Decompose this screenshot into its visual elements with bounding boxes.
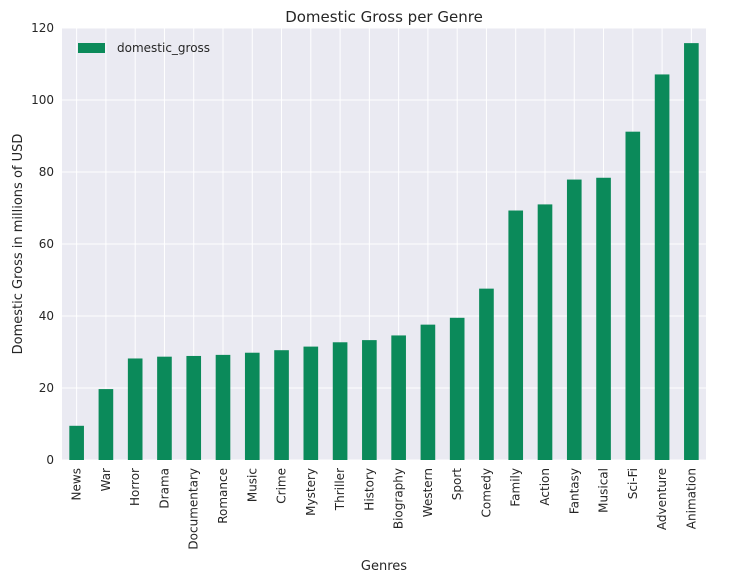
bar-documentary [186,355,202,460]
bar-action [537,204,553,460]
x-tick-label: Mystery [304,468,318,516]
bar-fantasy [566,179,582,460]
x-tick-label: News [70,468,84,500]
x-tick-label: Sci-Fi [626,468,640,499]
bar-romance [215,354,231,460]
bar-thriller [332,342,348,460]
y-tick-label: 20 [39,381,54,395]
x-tick-label: Romance [216,468,230,524]
chart-title: Domestic Gross per Genre [285,8,483,26]
legend-swatch [78,43,105,53]
x-tick-label: Comedy [479,468,493,518]
x-axis-label: Genres [361,559,407,574]
x-tick-label: Crime [275,468,289,504]
x-tick-label: War [99,468,113,491]
y-axis-label: Domestic Gross in millions of USD [11,134,26,355]
bar-news [69,425,84,460]
x-ticks: News War Horror Drama Documentary Romance Musi… [70,468,699,550]
bar-adventure [654,74,670,460]
legend: domestic_gross [78,41,210,55]
legend-label: domestic_gross [117,41,210,55]
y-tick-label: 0 [46,453,54,467]
bar-horror [127,358,143,460]
y-ticks: 0 20 40 60 80 100 120 [31,21,54,467]
bars [69,43,699,461]
x-tick-label: Drama [157,468,171,509]
bar-musical [596,177,611,460]
bar-drama [157,356,172,460]
x-tick-label: Biography [392,468,406,529]
x-tick-label: Western [421,468,435,517]
x-tick-label: Family [509,468,523,507]
bar-music [244,352,260,460]
x-tick-label: Sport [450,468,464,501]
x-tick-label: Music [245,468,259,502]
bar-family [508,210,524,460]
bar-comedy [479,288,494,460]
x-tick-label: Musical [597,468,611,513]
y-tick-label: 120 [31,21,54,35]
x-tick-label: Thriller [333,468,347,511]
bar-animation [684,43,699,461]
y-tick-label: 80 [39,165,54,179]
bar-mystery [303,346,319,460]
x-tick-label: Animation [684,468,698,529]
bar-sci-fi [625,131,641,460]
bar-war [98,389,114,460]
y-tick-label: 40 [39,309,54,323]
x-tick-label: Documentary [187,468,201,550]
bar-crime [274,350,289,460]
bar-biography [391,335,406,460]
y-tick-label: 60 [39,237,54,251]
x-tick-label: Adventure [655,468,669,530]
bar-western [420,324,436,460]
bar-history [362,340,377,460]
x-tick-label: History [362,468,376,511]
x-tick-label: Horror [128,468,142,506]
y-tick-label: 100 [31,93,54,107]
bar-sport [449,317,465,460]
x-tick-label: Action [538,468,552,506]
x-tick-label: Fantasy [567,468,581,514]
